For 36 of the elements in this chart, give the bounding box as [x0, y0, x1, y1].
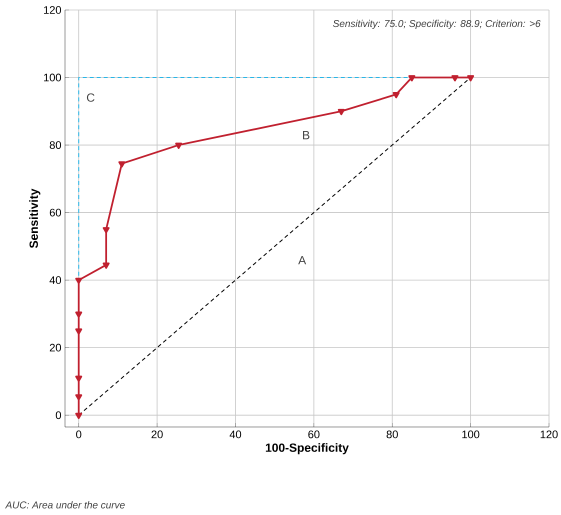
point: [75, 394, 82, 400]
point: [338, 108, 345, 116]
point: [75, 278, 82, 284]
point: [392, 92, 400, 98]
y-tick-label: 20: [50, 344, 62, 352]
annotation: Sensitivity: 75.0; Specificity: 88.9; Criterion: >6: [333, 20, 541, 30]
point: [102, 262, 110, 269]
point: [467, 75, 474, 82]
y-tick-label: 0: [56, 411, 62, 420]
y-tick-label: 100: [44, 74, 62, 82]
y-tick-label: 40: [50, 276, 62, 284]
x-axis-title: 100-Specificity: [266, 443, 349, 454]
point: [118, 161, 126, 168]
y-tick-label: 120: [44, 6, 62, 14]
point: [75, 412, 82, 420]
x-tick-label: 40: [230, 430, 242, 438]
x-tick-label: 80: [386, 430, 398, 438]
y-axis-title: Sensitivity: [29, 188, 40, 248]
x-tick-label: 60: [308, 430, 320, 438]
point: [408, 75, 416, 82]
point: [75, 376, 82, 382]
annotation: B: [303, 130, 310, 140]
text: AUC: Area under the curve: [5, 501, 125, 508]
annotation: A: [298, 256, 306, 264]
point: [75, 311, 82, 318]
point: [175, 142, 182, 149]
x-tick-label: 100: [462, 430, 480, 438]
y-tick-label: 80: [50, 141, 62, 149]
x-tick-label: 20: [152, 430, 163, 438]
x-tick-label: 120: [540, 430, 558, 438]
y-tick-label: 60: [50, 208, 62, 216]
point: [75, 328, 82, 335]
point: [102, 227, 110, 234]
x-tick-label: 0: [76, 430, 82, 438]
annotation: C: [86, 93, 95, 102]
point: [451, 75, 458, 82]
